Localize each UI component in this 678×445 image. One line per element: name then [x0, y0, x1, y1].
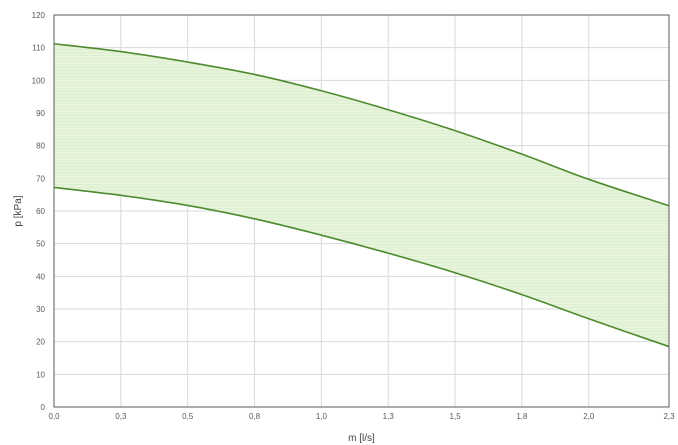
x-tick-label: 1,0 — [316, 412, 328, 421]
y-tick-label: 120 — [32, 11, 46, 20]
y-tick-label: 40 — [36, 272, 45, 281]
y-tick-label: 60 — [36, 207, 45, 216]
x-tick-label: 1,5 — [450, 412, 462, 421]
y-axis-title: p [kPa] — [13, 195, 24, 226]
upper-curve-line — [53, 42, 670, 207]
y-tick-label: 50 — [36, 240, 45, 249]
x-tick-label: 0,3 — [115, 412, 127, 421]
y-tick-label: 90 — [36, 109, 45, 118]
y-tick-label: 30 — [36, 305, 45, 314]
y-tick-label: 80 — [36, 142, 45, 151]
plot-frame — [53, 14, 670, 408]
y-tick-labels: 0 10 20 30 40 50 60 70 80 90 100 110 120 — [32, 11, 46, 412]
y-tick-label: 110 — [32, 44, 45, 53]
x-tick-label: 0,5 — [182, 412, 194, 421]
x-tick-label: 2,0 — [583, 412, 595, 421]
x-tick-labels: 0,0 0,3 0,5 0,8 1,0 1,3 1,5 1,8 2,0 2,3 — [48, 412, 675, 421]
x-tick-label: 2,3 — [663, 412, 675, 421]
x-tick-label: 0,8 — [249, 412, 261, 421]
y-tick-label: 70 — [36, 174, 45, 183]
y-tick-label: 10 — [36, 370, 45, 379]
x-tick-label: 1,3 — [383, 412, 395, 421]
lower-curve-line — [53, 186, 670, 348]
x-tick-label: 1,8 — [516, 412, 528, 421]
x-tick-label: 0,0 — [48, 412, 60, 421]
x-axis-title: m [l/s] — [348, 433, 375, 444]
y-tick-label: 100 — [32, 76, 46, 85]
y-tick-label: 0 — [41, 403, 46, 412]
y-tick-label: 20 — [36, 338, 45, 347]
